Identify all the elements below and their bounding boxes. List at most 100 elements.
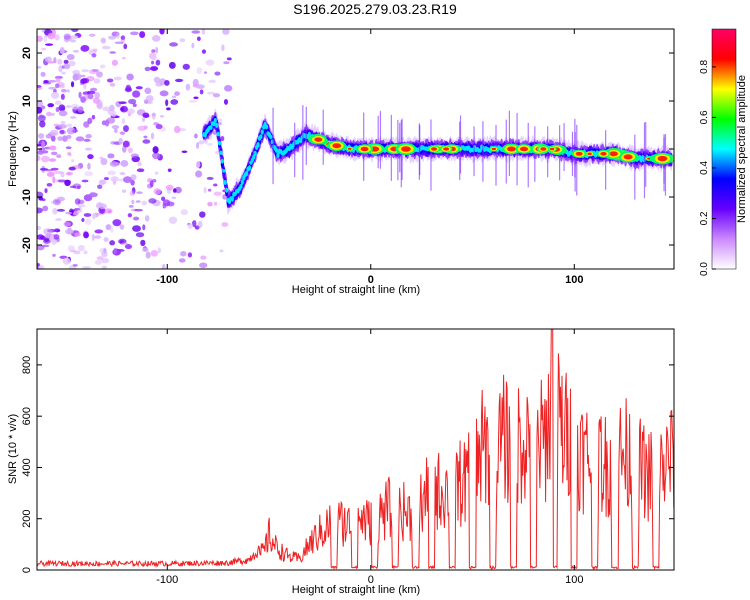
spectrogram-noise-cell (203, 71, 208, 74)
spectrogram-noise-cell (90, 87, 98, 92)
spectrogram-noise-cell (84, 218, 92, 225)
spectrogram-noise-cell (187, 252, 193, 258)
spectrogram-noise-cell (77, 244, 85, 252)
spectrogram-noise-cell (100, 37, 106, 44)
spectrogram-noise-cell (91, 53, 97, 58)
spectrogram-noise-cell (154, 171, 159, 175)
spectrogram-noise-cell (37, 207, 43, 214)
spectrogram-noise-cell (41, 244, 50, 248)
spectrogram-noise-cell (58, 84, 65, 89)
spectrogram-peak-cell (332, 143, 342, 149)
spectrogram-noise-cell (188, 99, 198, 103)
spectrogram-noise-cell (59, 46, 65, 55)
spectrogram-noise-cell (115, 32, 120, 39)
spectrogram-noise-cell (87, 93, 94, 100)
spectrogram-noise-cell (132, 103, 137, 108)
spectrogram-ridge-cell (260, 129, 264, 135)
spectrogram-noise-cell (136, 191, 143, 194)
spectrogram-noise-cell (113, 247, 117, 255)
spectrogram-noise-cell (109, 240, 116, 246)
spectrogram-x-tick-label: 0 (368, 274, 374, 286)
spectrogram-y-tick-label: 20 (21, 47, 33, 59)
spectrogram-noise-cell (49, 158, 57, 162)
spectrogram-noise-cell (50, 112, 56, 116)
spectrogram-noise-cell (65, 146, 72, 150)
spectrogram-peak-cell (401, 146, 411, 152)
spectrogram-noise-cell (84, 171, 94, 177)
spectrogram-noise-cell (46, 111, 52, 117)
spectrogram-noise-cell (53, 123, 60, 127)
spectrogram-ridge-cell (253, 150, 257, 157)
spectrogram-noise-cell (59, 129, 65, 134)
colorbar-tick-label: 0.6 (699, 110, 710, 124)
spectrogram-noise-cell (206, 176, 214, 180)
spectrogram-noise-cell (94, 92, 101, 99)
spectrogram-noise-cell (151, 60, 155, 65)
spectrogram-noise-cell (132, 90, 141, 98)
spectrogram-ridge-cell (245, 170, 249, 177)
spectrogram-noise-cell (88, 33, 96, 37)
spectrogram-noise-cell (109, 51, 116, 54)
spectrogram-noise-cell (104, 208, 113, 214)
spectrogram-noise-cell (66, 123, 73, 128)
spectrogram-noise-cell (226, 57, 232, 61)
spectrogram-noise-cell (50, 91, 60, 99)
spectrogram-noise-cell (98, 179, 106, 186)
spectrogram-noise-cell (135, 200, 141, 203)
spectrogram-noise-cell (49, 129, 59, 136)
spectrogram-noise-cell (213, 183, 218, 187)
spectrogram-peak-cell (519, 146, 529, 152)
spectrogram-noise-cell (101, 120, 107, 126)
spectrogram-noise-cell (47, 79, 57, 83)
spectrogram-ridge-cell (256, 141, 260, 148)
spectrogram-noise-cell (155, 124, 163, 130)
spectrogram-noise-cell (193, 96, 199, 100)
spectrogram-noise-cell (165, 184, 174, 191)
spectrogram-peak-cell (549, 147, 555, 151)
spectrogram-noise-cell (129, 190, 135, 197)
spectrogram-noise-cell (199, 89, 204, 95)
spectrogram-noise-cell (123, 125, 129, 133)
spectrogram-noise-cell (130, 153, 139, 158)
spectrogram-noise-cell (130, 31, 139, 36)
spectrogram-noise-cell (66, 134, 72, 140)
spectrogram-noise-cell (104, 119, 110, 127)
spectrogram-noise-cell (58, 110, 68, 117)
spectrogram-noise-cell (48, 86, 57, 90)
spectrogram-noise-cell (110, 141, 116, 145)
spectrogram-noise-cell (105, 224, 112, 231)
spectrogram-peak-cell (623, 154, 633, 160)
spectrogram-noise-cell (91, 233, 95, 242)
spectrogram-noise-cell (43, 35, 48, 43)
spectrogram-noise-cell (73, 207, 81, 211)
spectrogram-noise-cell (112, 219, 122, 227)
spectrogram-noise-cell (63, 33, 71, 40)
spectrogram-ridge-cell (247, 165, 252, 171)
spectrogram-noise-cell (109, 225, 114, 233)
colorbar-strip (711, 28, 737, 270)
spectrogram-noise-cell (96, 212, 101, 216)
spectrogram-noise-cell (110, 176, 119, 182)
spectrogram-noise-cell (100, 158, 108, 166)
spectrogram-peak-cell (314, 137, 323, 142)
spectrogram-noise-cell (63, 59, 69, 65)
spectrogram-ridge-cell (220, 158, 225, 164)
spectrogram-noise-cell (60, 93, 65, 100)
spectrogram-noise-cell (80, 44, 90, 52)
spectrogram-noise-cell (198, 140, 204, 145)
spectrogram-noise-cell (187, 222, 193, 230)
spectrogram-noise-cell (37, 35, 43, 42)
spectrogram-noise-cell (179, 38, 186, 43)
spectrogram-noise-cell (208, 79, 217, 83)
spectrogram-noise-cell (75, 136, 85, 142)
snr-y-tick-label: 600 (21, 407, 33, 425)
spectrogram-noise-cell (152, 112, 156, 120)
spectrogram-noise-cell (50, 151, 58, 156)
spectrogram-noise-cell (81, 218, 85, 222)
spectrogram-noise-cell (140, 239, 146, 247)
spectrogram-noise-cell (68, 152, 72, 157)
spectrogram-noise-cell (220, 135, 225, 142)
spectrogram-noise-cell (72, 264, 78, 267)
spectrogram-noise-cell (172, 188, 177, 193)
spectrogram-noise-cell (151, 35, 161, 42)
